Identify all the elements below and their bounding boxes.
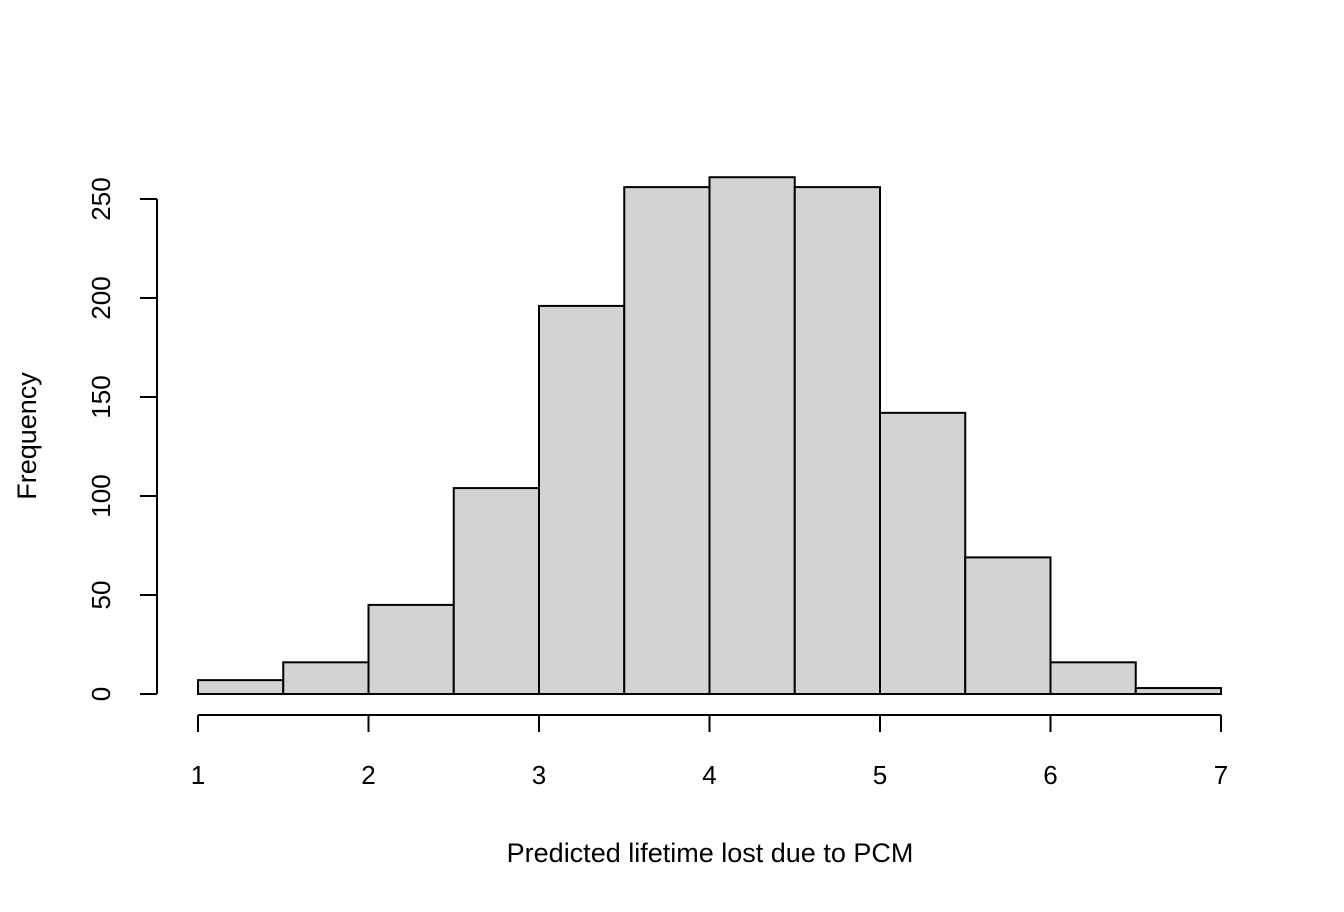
histogram-bar [367, 603, 455, 696]
histogram-bar [964, 556, 1052, 695]
x-axis-label: Predicted lifetime lost due to PCM [507, 838, 914, 868]
x-tick-label: 7 [1214, 760, 1228, 790]
histogram-bar [452, 487, 540, 695]
x-tick-label: 1 [191, 760, 205, 790]
x-tick-label: 5 [873, 760, 887, 790]
y-axis-label: Frequency [12, 372, 42, 500]
bars-group [197, 176, 1222, 696]
histogram-bar [1134, 687, 1222, 695]
histogram-bar [879, 411, 967, 695]
histogram-bar [1049, 661, 1137, 696]
histogram-bar [197, 679, 285, 696]
x-tick-label: 2 [361, 760, 375, 790]
y-tick-label: 0 [86, 687, 116, 701]
x-axis: 1 2 3 4 5 6 7 [191, 714, 1228, 790]
histogram-bar [708, 176, 796, 696]
x-tick-label: 4 [702, 760, 716, 790]
histogram-bar [538, 304, 626, 695]
histogram-bar [282, 661, 370, 696]
histogram-bar [793, 186, 881, 695]
y-tick-label: 200 [86, 276, 116, 319]
y-tick-label: 150 [86, 375, 116, 418]
y-tick-label: 50 [86, 581, 116, 610]
x-tick-label: 3 [532, 760, 546, 790]
y-axis: 0 50 100 150 200 250 [86, 177, 158, 701]
histogram-bar [623, 186, 711, 695]
y-tick-label: 250 [86, 177, 116, 220]
y-tick-label: 100 [86, 474, 116, 517]
x-tick-label: 6 [1043, 760, 1057, 790]
